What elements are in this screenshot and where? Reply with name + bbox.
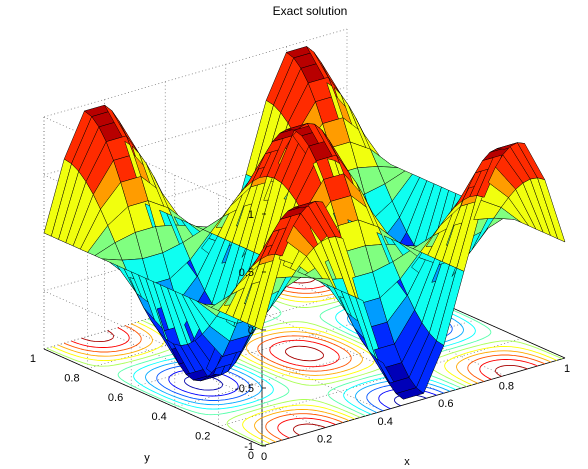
x-tick-label: 0.4: [378, 416, 393, 428]
x-tick-label: 0.6: [438, 398, 453, 410]
z-tick-label: 0: [248, 325, 254, 337]
x-tick-label: 1: [564, 363, 570, 375]
z-tick-label: -1: [244, 441, 254, 453]
y-axis-label: y: [144, 452, 150, 464]
z-tick-label: -0.5: [235, 383, 254, 395]
x-axis-line: [261, 357, 566, 447]
y-tick-label: 0.2: [195, 431, 210, 443]
grid-line: [104, 331, 323, 429]
grid-line: [218, 338, 522, 427]
grid-line: [43, 290, 263, 389]
surface-mesh: [43, 46, 566, 400]
y-tick-label: 0.4: [152, 411, 167, 423]
chart-title: Exact solution: [273, 4, 348, 18]
y-axis-line: [43, 348, 263, 447]
x-axis-label: x: [404, 456, 410, 468]
surface-patch: [537, 177, 566, 243]
z-tick-label: 0.5: [239, 267, 254, 279]
y-tick-label: 0.6: [108, 392, 123, 404]
grid-line: [43, 28, 348, 118]
grid-line: [43, 116, 263, 215]
contour-line: [81, 271, 528, 436]
contour-line: [57, 264, 552, 443]
z-tick-label: 1: [248, 209, 254, 221]
x-tick-label: 0.8: [499, 381, 514, 393]
axis-ticks: -1 -0.5 0 0.5 1 0 0.2 0.4 0.6 0.8 1 0 0.2 0.4 0.6 0.8 1: [30, 209, 570, 463]
contour-line: [63, 266, 546, 441]
x-tick-label: 0: [261, 451, 267, 463]
floor-contours: [46, 261, 563, 446]
y-tick-label: 1: [30, 353, 36, 365]
x-tick-label: 0.2: [317, 433, 332, 445]
y-tick-label: 0: [248, 450, 254, 462]
y-tick-label: 0.8: [64, 372, 79, 384]
